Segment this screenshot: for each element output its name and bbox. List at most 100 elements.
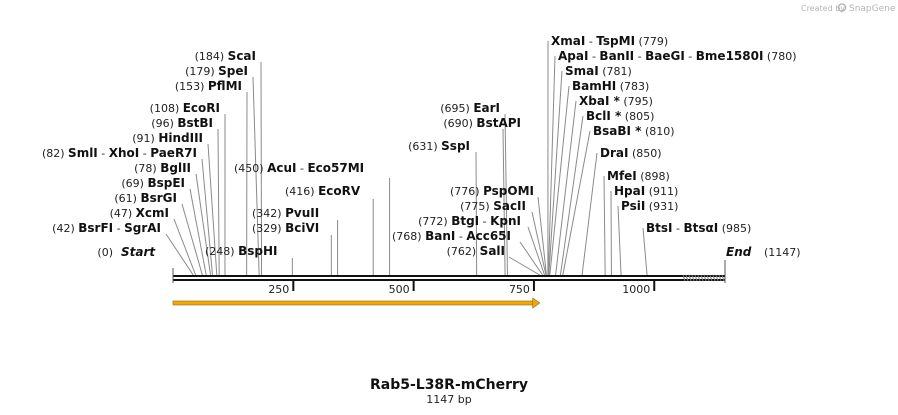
- start-label: Start: [121, 245, 156, 259]
- site-leader: [252, 76, 260, 276]
- site-leader: [195, 173, 212, 276]
- site-position: (184): [195, 50, 228, 63]
- sequence-backbone: [172, 260, 726, 283]
- site-pvuii: (342) PvuII: [252, 206, 319, 220]
- bottom-strand: [173, 279, 725, 281]
- site-position: (61): [114, 192, 140, 205]
- site-leader-lines: [165, 40, 648, 276]
- site-label-text: (61) BsrGI: [114, 191, 177, 205]
- site-leader: [189, 188, 207, 276]
- site-psii: PsiI (931): [621, 199, 678, 213]
- site-leader: [562, 130, 591, 276]
- site-leader: [508, 256, 540, 276]
- site-leader: [531, 211, 547, 276]
- site-label-text: ApaI - BanII - BaeGI - Bme1580I (780): [558, 49, 797, 63]
- enzyme-name: EarI: [473, 101, 500, 115]
- site-label-text: (695) EarI: [440, 101, 500, 115]
- site-leader: [181, 203, 203, 276]
- tick-label: 750: [509, 283, 530, 296]
- site-sspi: (631) SspI: [408, 139, 470, 153]
- site-pspomi: (776) PspOMI: [450, 184, 534, 198]
- feature-track: [172, 297, 541, 309]
- site-sacii: (775) SacII: [460, 199, 526, 213]
- enzyme-name: BspEI: [147, 176, 185, 190]
- end-label: End: [726, 245, 752, 259]
- enzyme-name: BanI: [425, 229, 455, 243]
- enzyme-name: HpaI: [614, 184, 645, 198]
- enzyme-name: BsrFI: [78, 221, 113, 235]
- tick-label: 500: [389, 283, 410, 296]
- site-label-text: (96) BstBI: [151, 116, 213, 130]
- credit-prefix: Created by: [801, 4, 845, 13]
- site-labels: (0) Start End (1147)(184) ScaI(179) SpeI(15…: [42, 34, 801, 259]
- tick-label: 1000: [622, 283, 650, 296]
- site-leader: [519, 241, 544, 276]
- name-separator: -: [634, 50, 645, 63]
- site-leader: [549, 85, 570, 276]
- site-position: (248): [205, 245, 238, 258]
- name-separator: -: [479, 215, 490, 228]
- site-bani: (768) BanI - Acc65I: [392, 229, 511, 243]
- enzyme-name: EcoRV: [318, 184, 361, 198]
- enzyme-name: SpeI: [218, 64, 248, 78]
- site-spei: (179) SpeI: [185, 64, 248, 78]
- enzyme-name: XbaI *: [579, 94, 621, 108]
- name-separator: -: [297, 162, 308, 175]
- site-drai: DraI (850): [600, 146, 662, 160]
- hatch-mark: [697, 274, 701, 282]
- enzyme-name: BtsαI: [683, 221, 718, 235]
- site-label-text: (762) SalI: [447, 244, 505, 258]
- site-position: (342): [252, 207, 285, 220]
- site-leader: [207, 143, 218, 276]
- hatch-mark: [685, 274, 689, 282]
- site-bsrgi: (61) BsrGI: [114, 191, 177, 205]
- site-label-text: BamHI (783): [572, 79, 649, 93]
- enzyme-name: SalI: [480, 244, 505, 258]
- site-label-text: (768) BanI - Acc65I: [392, 229, 511, 243]
- hatch-mark: [712, 274, 716, 282]
- site-position: (780): [763, 50, 796, 63]
- site-leader: [504, 113, 508, 276]
- enzyme-name: SgrAI: [124, 221, 161, 235]
- site-position: (850): [628, 147, 661, 160]
- site-label-text: (153) PflMI: [175, 79, 242, 93]
- hatch-mark: [688, 274, 692, 282]
- enzyme-name: BstBI: [177, 116, 213, 130]
- site-label-text: BtsI - BtsαI (985): [646, 221, 751, 235]
- site-label-text: XmaI - TspMI (779): [551, 34, 668, 48]
- enzyme-name: PvuII: [285, 206, 319, 220]
- site-label-text: HpaI (911): [614, 184, 678, 198]
- site-label-text: (775) SacII: [460, 199, 526, 213]
- site-label-text: XbaI * (795): [579, 94, 653, 108]
- site-position: (779): [635, 35, 668, 48]
- site-label-text: BclI * (805): [586, 109, 654, 123]
- site-label-text: PsiI (931): [621, 199, 678, 213]
- site-leader: [527, 226, 546, 276]
- sequence-title: Rab5-L38R-mCherry: [370, 377, 528, 393]
- site-leader: [537, 196, 547, 276]
- site-position: (690): [443, 117, 476, 130]
- site-leader: [617, 205, 622, 276]
- site-label-text: (416) EcoRV: [285, 184, 361, 198]
- enzyme-name: KpnI: [490, 214, 521, 228]
- hatch-mark: [703, 274, 707, 282]
- enzyme-name: BciVI: [285, 221, 319, 235]
- site-position: (805): [621, 110, 654, 123]
- site-leader: [201, 158, 213, 276]
- site-smli: (82) SmlI - XhoI - PaeR7I: [42, 146, 197, 160]
- hatch-mark: [691, 274, 695, 282]
- site-position: (96): [151, 117, 177, 130]
- site-position: (329): [252, 222, 285, 235]
- site-label-text: (450) AcuI - Eco57MI: [234, 161, 364, 175]
- site-bstbi: (96) BstBI: [151, 116, 213, 130]
- site-label-text: (184) ScaI: [195, 49, 256, 63]
- site-leader: [502, 128, 506, 276]
- site-label-text: (772) BtgI - KpnI: [418, 214, 521, 228]
- ruler-ticks: 250 500 750 1000: [268, 281, 656, 296]
- enzyme-name: SmaI: [565, 64, 599, 78]
- site-label-text: (47) XcmI: [110, 206, 169, 220]
- site-label-text: (108) EcoRI: [150, 101, 220, 115]
- site-pflmi: (153) PflMI: [175, 79, 242, 93]
- hatch-mark: [715, 274, 719, 282]
- enzyme-name: XhoI: [109, 146, 140, 160]
